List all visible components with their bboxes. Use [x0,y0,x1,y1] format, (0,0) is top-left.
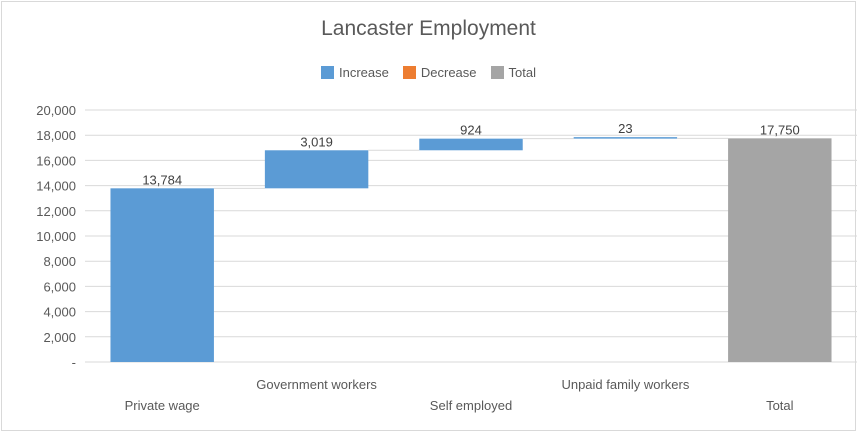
data-label: 3,019 [300,134,333,149]
y-tick-label: 12,000 [36,204,76,219]
legend-item-total: Total [490,65,536,80]
y-tick-label: 18,000 [36,128,76,143]
x-category-label: Total [766,398,794,413]
legend-label-increase: Increase [339,65,389,80]
y-tick-label: 14,000 [36,179,76,194]
legend-item-increase: Increase [321,65,389,80]
legend-swatch-total [490,66,504,79]
y-tick-label: 6,000 [43,279,76,294]
x-category-label: Private wage [125,398,200,413]
chart-title: Lancaster Employment [321,17,536,40]
legend-label-decrease: Decrease [420,65,477,80]
bar-1 [110,188,214,362]
y-tick-label: 4,000 [43,305,76,320]
y-tick-label: 20,000 [36,103,76,118]
y-tick-label: - [72,355,76,370]
data-label: 924 [460,123,482,138]
x-category-label: Self employed [430,398,512,413]
bar-4 [573,137,678,139]
data-label: 17,750 [760,122,800,137]
y-tick-label: 8,000 [43,254,76,269]
legend-swatch-decrease [402,66,416,79]
y-tick-label: 16,000 [36,153,76,168]
bar-3 [419,138,523,151]
legend-item-decrease: Decrease [402,65,477,80]
legend: Increase Decrease Total [2,65,855,80]
legend-swatch-increase [321,66,334,79]
data-label: 13,784 [142,172,182,187]
x-category-label: Unpaid family workers [561,377,689,392]
y-tick-label: 2,000 [43,330,76,345]
bar-2 [264,150,369,189]
x-category-label: Government workers [256,377,377,392]
legend-label-total: Total [508,65,536,80]
bar-5 [728,138,832,362]
y-tick-label: 10,000 [36,229,76,244]
data-label: 23 [618,121,632,136]
